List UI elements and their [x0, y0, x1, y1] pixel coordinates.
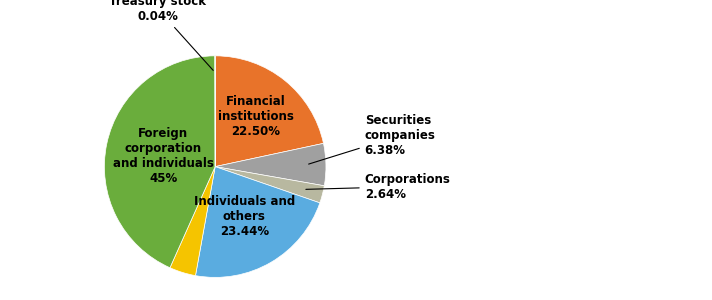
Wedge shape	[105, 56, 215, 268]
Wedge shape	[215, 143, 326, 186]
Wedge shape	[215, 56, 323, 166]
Text: Corporations
2.64%: Corporations 2.64%	[306, 172, 451, 201]
Wedge shape	[215, 167, 324, 203]
Text: Securities
companies
6.38%: Securities companies 6.38%	[308, 114, 436, 164]
Wedge shape	[196, 167, 320, 278]
Text: Individuals and
others
23.44%: Individuals and others 23.44%	[194, 195, 295, 238]
Text: Foreign
corporation
and individuals
45%: Foreign corporation and individuals 45%	[112, 127, 214, 184]
Text: Treasury stock
0.04%: Treasury stock 0.04%	[109, 0, 213, 70]
Wedge shape	[170, 167, 215, 276]
Text: Financial
institutions
22.50%: Financial institutions 22.50%	[218, 95, 293, 138]
